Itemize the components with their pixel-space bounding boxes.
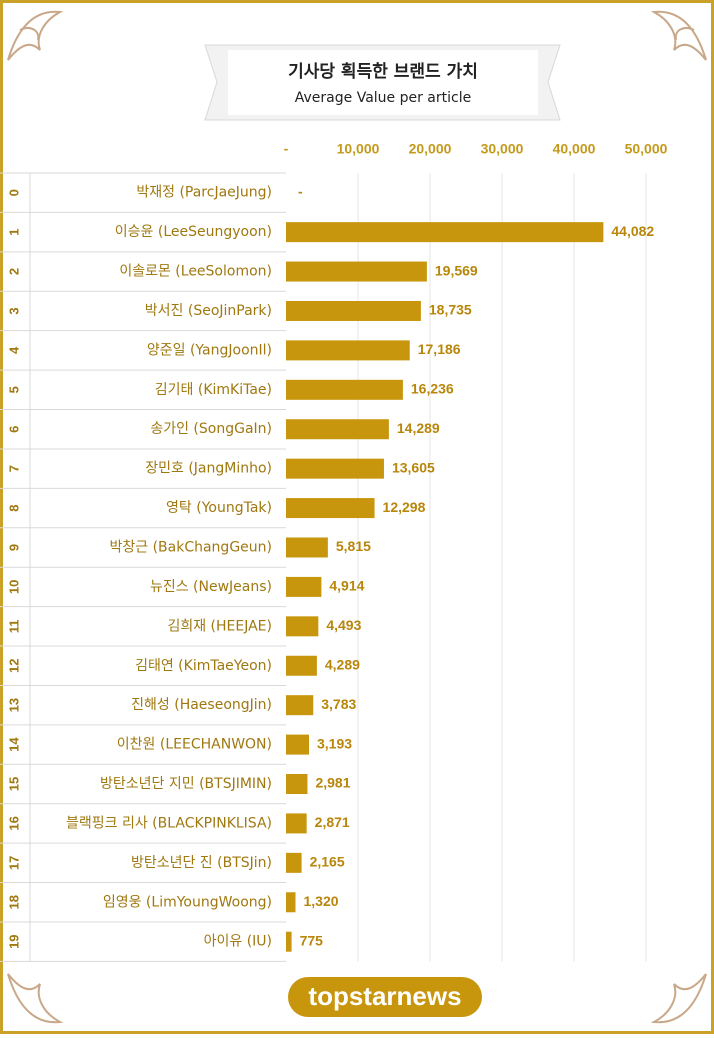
row-index: 15 <box>6 777 21 791</box>
category-label: 송가인 (SongGaIn) <box>150 421 272 437</box>
bar <box>286 419 389 440</box>
bar <box>286 576 322 597</box>
row-index: 12 <box>6 659 21 673</box>
logo: topstarnews <box>308 981 461 1011</box>
bar <box>286 340 410 361</box>
x-tick-label: 20,000 <box>409 141 452 157</box>
row-index: 9 <box>6 544 21 551</box>
bar <box>286 300 421 321</box>
value-label: 12,298 <box>383 499 426 515</box>
category-label: 양준일 (YangJoonIl) <box>147 342 272 358</box>
value-label: 18,735 <box>429 302 472 318</box>
category-label: 방탄소년단 지민 (BTSJIMIN) <box>100 776 272 792</box>
value-label: 14,289 <box>397 420 440 436</box>
corner-ornaments <box>7 10 707 1024</box>
bar <box>286 774 308 795</box>
value-label: 2,871 <box>315 814 350 830</box>
category-label: 진해성 (HaeseongJin) <box>131 697 272 713</box>
category-label: 뉴진스 (NewJeans) <box>150 579 272 595</box>
x-tick-label: - <box>284 141 289 157</box>
row-index: 8 <box>6 504 21 511</box>
row-index: 19 <box>6 934 21 948</box>
value-label: 1,320 <box>304 893 339 909</box>
bar <box>286 852 302 873</box>
row-index: 11 <box>6 619 21 633</box>
row-index: 16 <box>6 816 21 830</box>
x-tick-label: 50,000 <box>625 141 668 157</box>
row-index: 6 <box>6 426 21 433</box>
category-label: 김희재 (HEEJAE) <box>167 618 272 634</box>
row-index: 5 <box>6 386 21 393</box>
x-tick-label: 10,000 <box>337 141 380 157</box>
value-label: 16,236 <box>411 381 454 397</box>
row-index: 2 <box>6 268 21 275</box>
category-label: 박재정 (ParcJaeJung) <box>136 185 272 201</box>
category-label: 김기태 (KimKiTae) <box>155 382 272 398</box>
value-label: 775 <box>300 932 324 948</box>
value-label: 5,815 <box>336 538 371 554</box>
chart-title: 기사당 획득한 브랜드 가치 <box>288 62 478 82</box>
row-index: 13 <box>6 698 21 712</box>
row-index: 1 <box>6 229 21 236</box>
row-index: 3 <box>6 307 21 314</box>
bar <box>286 261 427 282</box>
bar <box>286 695 314 716</box>
value-label: 4,914 <box>329 578 364 594</box>
category-label: 이솔로몬 (LeeSolomon) <box>119 264 272 280</box>
bar <box>286 379 403 400</box>
bar <box>286 892 296 913</box>
value-label: 19,569 <box>435 262 478 278</box>
bar <box>286 498 375 519</box>
value-label: 3,193 <box>317 735 352 751</box>
row-index: 17 <box>6 856 21 870</box>
value-label: - <box>298 183 303 199</box>
bar <box>286 734 309 755</box>
row-index: 10 <box>6 580 21 594</box>
category-label: 이찬원 (LEECHANWON) <box>117 737 272 753</box>
bar <box>286 931 292 952</box>
category-label: 김태연 (KimTaeYeon) <box>135 658 272 674</box>
row-index: 0 <box>6 189 21 196</box>
x-tick-label: 30,000 <box>481 141 524 157</box>
x-tick-label: 40,000 <box>553 141 596 157</box>
value-label: 44,082 <box>611 223 654 239</box>
bar <box>286 537 328 558</box>
row-index: 7 <box>6 465 21 472</box>
value-label: 17,186 <box>418 341 461 357</box>
category-label: 영탁 (YoungTak) <box>166 500 272 516</box>
category-label: 블랙핑크 리사 (BLACKPINKLISA) <box>66 815 272 831</box>
category-label: 아이유 (IU) <box>204 934 272 950</box>
value-label: 3,783 <box>321 696 356 712</box>
row-index: 4 <box>6 346 21 354</box>
bar <box>286 655 317 676</box>
category-label: 이승윤 (LeeSeungyoon) <box>115 224 272 240</box>
category-label: 임영웅 (LimYoungWoong) <box>103 894 272 910</box>
title-banner <box>204 44 561 121</box>
category-label: 장민호 (JangMinho) <box>145 461 272 477</box>
bar <box>286 458 384 479</box>
category-label: 방탄소년단 진 (BTSJin) <box>131 855 272 871</box>
category-label: 박서진 (SeoJinPark) <box>145 303 272 319</box>
chart-subtitle: Average Value per article <box>295 90 471 106</box>
value-label: 13,605 <box>392 459 435 475</box>
bar <box>286 616 319 637</box>
row-index: 14 <box>6 737 21 752</box>
bar <box>286 222 604 243</box>
category-label: 박창근 (BakChangGeun) <box>109 539 272 555</box>
row-index: 18 <box>6 895 21 909</box>
value-label: 2,981 <box>315 775 350 791</box>
bar <box>286 813 307 834</box>
value-label: 4,493 <box>326 617 361 633</box>
value-label: 4,289 <box>325 656 360 672</box>
logo-badge <box>288 977 482 1017</box>
value-label: 2,165 <box>310 854 345 870</box>
